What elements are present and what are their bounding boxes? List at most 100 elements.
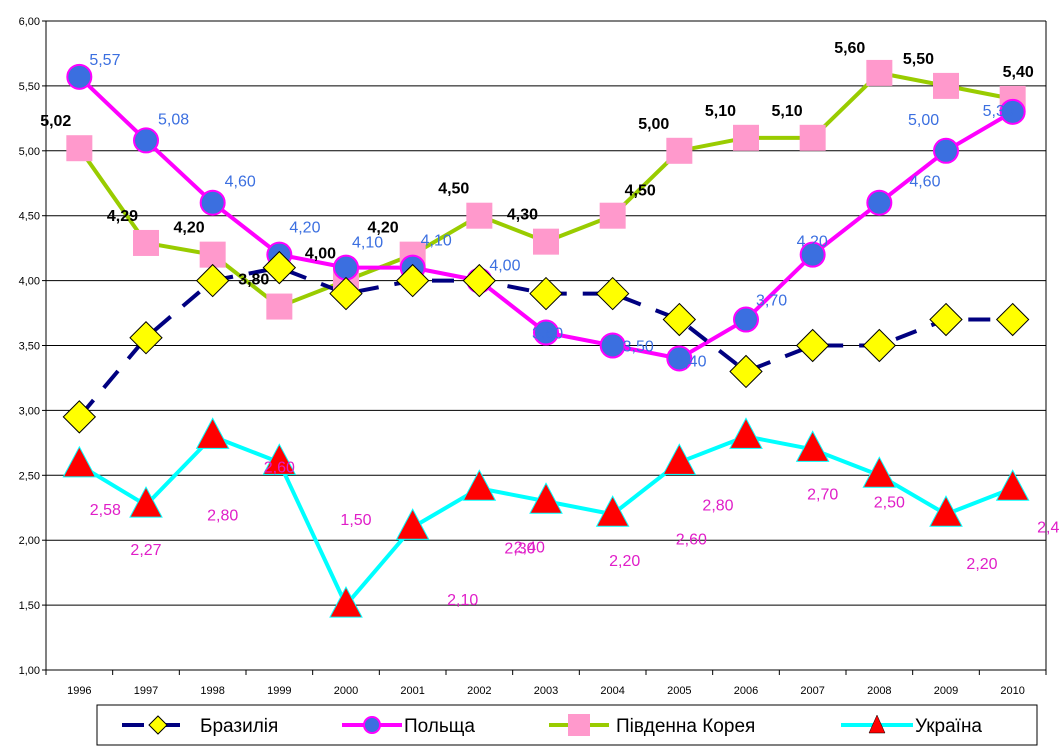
data-label: 4,20: [368, 220, 399, 237]
legend-circle-marker: [363, 716, 381, 734]
data-point-circle: [999, 98, 1026, 125]
data-point-triangle: [862, 456, 897, 488]
data-point-triangle: [995, 469, 1030, 501]
data-point-triangle: [795, 430, 830, 462]
data-point-circle: [533, 319, 559, 346]
data-point-triangle: [195, 417, 230, 449]
data-point-square: [466, 202, 493, 229]
data-point-triangle: [62, 445, 97, 478]
data-point-diamond: [129, 321, 163, 355]
data-point-square: [599, 202, 626, 229]
data-label: 2,20: [609, 553, 640, 570]
data-point-square: [866, 59, 893, 86]
y-tick-label: 2,00: [19, 535, 40, 547]
data-point-diamond: [262, 250, 297, 285]
data-label: 4,50: [625, 183, 656, 200]
x-tick-label: 2007: [800, 685, 824, 697]
data-label: 2,30: [504, 540, 535, 557]
y-tick-label: 5,50: [19, 81, 40, 93]
data-label: 5,08: [158, 111, 189, 128]
data-point-diamond: [195, 263, 230, 298]
data-point-square: [933, 72, 959, 99]
y-tick-label: 5,00: [19, 146, 40, 158]
data-point-square: [533, 228, 559, 255]
data-label: 4,10: [352, 235, 383, 252]
data-label: 2,50: [874, 494, 905, 511]
data-label: 4,50: [438, 181, 469, 198]
data-point-triangle: [595, 495, 630, 527]
data-label: 2,40: [514, 539, 545, 556]
legend-label-brazil: Бразилія: [200, 716, 278, 737]
data-label: 2,20: [966, 556, 997, 573]
legend-triangle-marker: [868, 714, 886, 734]
legend-label-ukraine: Україна: [915, 716, 982, 737]
data-label: 3,70: [756, 293, 787, 310]
data-label: 2,60: [264, 459, 295, 476]
legend-label-korea: Південна Корея: [616, 716, 755, 737]
data-label: 5,00: [638, 116, 669, 133]
data-point-diamond: [662, 302, 697, 337]
data-point-circle: [666, 345, 693, 372]
data-point-square: [733, 124, 759, 151]
data-label: 3,40: [675, 353, 706, 370]
x-tick-label: 2002: [467, 685, 491, 697]
x-tick-label: 2005: [667, 685, 691, 697]
data-labels: 5,02 4,29 4,20 3,80 4,00 4,20 4,50 4,30 4,50 5,00…: [40, 40, 1059, 609]
y-tick-label: 4,00: [19, 276, 40, 288]
data-point-circle: [333, 254, 359, 281]
data-point-triangle: [329, 586, 363, 618]
data-point-triangle: [729, 417, 763, 449]
data-label: 5,50: [903, 51, 934, 68]
legend: Бразилія Польща Південна Корея Україна: [96, 704, 1038, 746]
data-point-circle: [66, 63, 93, 90]
data-point-diamond: [995, 302, 1030, 337]
data-label: 5,10: [705, 103, 736, 120]
data-label: 2,27: [130, 542, 161, 559]
data-point-triangle: [262, 443, 297, 475]
data-point-diamond: [395, 263, 430, 298]
data-point-circle: [199, 189, 226, 216]
data-point-diamond: [529, 276, 563, 311]
y-tick-label: 6,00: [19, 16, 40, 28]
x-tick-label: 2010: [1000, 685, 1024, 697]
data-point-circle: [799, 241, 826, 268]
data-label: 4,00: [305, 246, 336, 263]
data-label: 5,40: [1003, 64, 1034, 81]
data-label: 2,40: [1037, 519, 1059, 536]
data-point-triangle: [529, 482, 563, 514]
y-tick-label: 1,00: [19, 665, 40, 677]
data-point-triangle: [462, 469, 497, 501]
x-tick-label: 2009: [934, 685, 958, 697]
series-markers: [62, 59, 1030, 618]
legend-diamond-marker: [148, 715, 168, 735]
data-label: 4,60: [225, 174, 256, 191]
data-point-diamond: [929, 302, 963, 337]
data-point-diamond: [329, 276, 363, 311]
data-label: 4,20: [289, 220, 320, 237]
x-tick-label: 2008: [867, 685, 891, 697]
x-tick-label: 1997: [134, 685, 158, 697]
data-point-diamond: [595, 276, 630, 311]
data-label: 3,60: [532, 326, 563, 343]
data-label: 1,50: [340, 512, 371, 529]
data-point-circle: [599, 332, 626, 359]
x-tick-label: 1996: [67, 685, 91, 697]
data-point-square: [133, 229, 159, 256]
data-label: 4,20: [797, 234, 828, 251]
data-point-square: [199, 241, 226, 268]
data-label: 3,80: [238, 272, 269, 289]
data-label: 2,80: [207, 507, 238, 524]
data-point-triangle: [662, 443, 697, 475]
x-tick-label: 2003: [534, 685, 558, 697]
data-label: 2,70: [807, 486, 838, 503]
data-label: 4,60: [909, 174, 940, 191]
data-label: 2,58: [90, 502, 121, 519]
data-label: 5,30: [983, 103, 1014, 120]
data-label: 2,60: [676, 531, 707, 548]
data-point-triangle: [395, 508, 430, 540]
data-point-circle: [933, 137, 959, 164]
series-line: [77, 75, 1014, 361]
legend-label-poland: Польща: [404, 716, 475, 737]
x-tick-label: 1999: [267, 685, 291, 697]
